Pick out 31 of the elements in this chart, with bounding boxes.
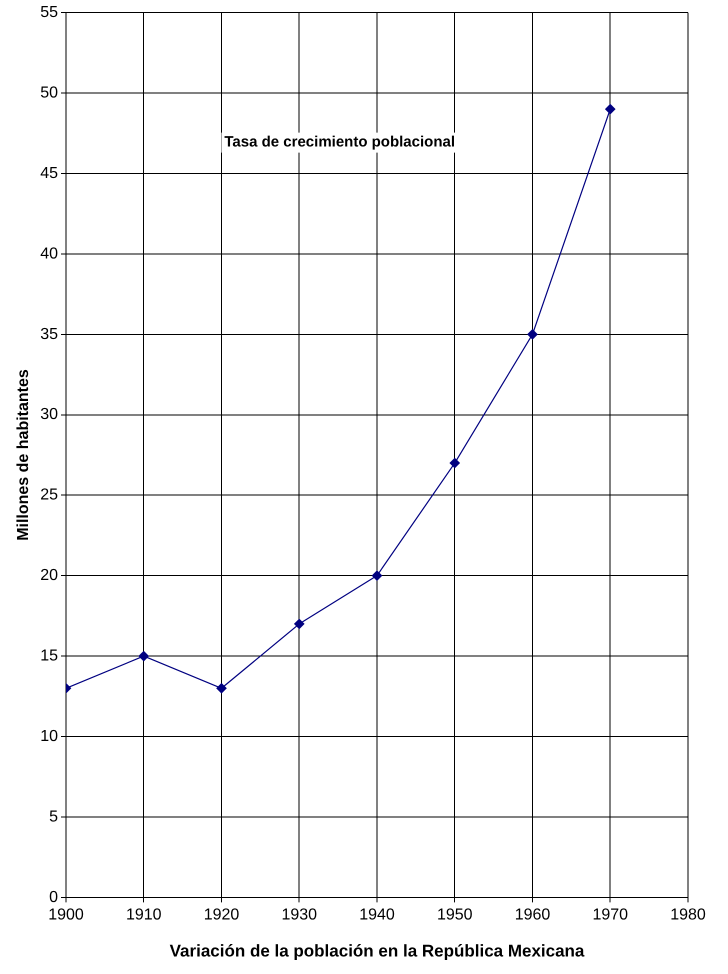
y-tick-label: 50 [40,84,58,102]
y-tick-label: 35 [40,326,58,343]
x-tick-label: 1910 [126,906,162,924]
y-tick-label: 55 [40,4,58,22]
y-tick-label: 0 [49,888,58,906]
point [138,650,149,662]
y-tick-label: 20 [40,567,58,584]
y-tick-label: 15 [40,647,58,664]
x-tick-label: 1960 [514,906,550,924]
point [294,618,304,630]
x-tick-label: 1950 [436,906,473,924]
x-axis-title: Variación de la población en la República Mexicana [170,941,585,960]
point [216,683,227,694]
x-tick-label: 1900 [48,906,84,924]
text: Tasa de crecimiento poblacional [224,134,455,151]
y-tick-label: 30 [40,406,58,424]
x-tick-label: 1930 [281,906,318,924]
point [605,104,616,114]
y-tick-label: 45 [40,164,58,182]
point [372,570,382,581]
y-tick-label: 40 [40,245,58,262]
x-tick-label: 1980 [670,906,706,924]
y-axis-title: Millones de habitantes [15,369,32,541]
y-tick-label: 10 [40,728,58,745]
y-tick-label: 25 [40,486,58,504]
y-tick-label: 5 [49,808,58,826]
point [527,329,538,340]
point [450,458,460,468]
x-tick-label: 1940 [359,906,395,924]
x-tick-label: 1970 [592,906,628,924]
x-tick-label: 1920 [204,906,240,924]
